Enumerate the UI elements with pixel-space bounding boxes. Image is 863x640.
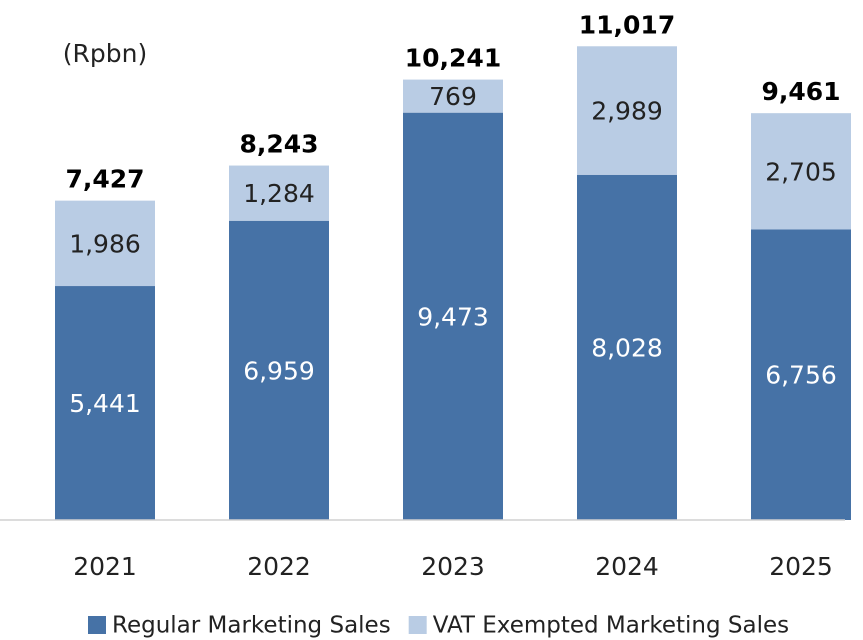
- legend-swatch: [88, 616, 106, 634]
- x-tick-label: 2025: [769, 552, 833, 581]
- legend-swatch: [408, 616, 427, 634]
- total-label: 9,461: [761, 77, 840, 106]
- legend-label: Regular Marketing Sales: [112, 613, 391, 639]
- data-label: 6,959: [243, 356, 315, 385]
- bar-segment: [403, 112, 503, 520]
- data-label: 1,284: [243, 179, 315, 208]
- data-label: 5,441: [69, 389, 141, 418]
- total-label: 7,427: [65, 165, 144, 194]
- bar-segment: [577, 46, 677, 175]
- data-label: 8,028: [591, 333, 663, 362]
- x-tick-label: 2022: [247, 552, 311, 581]
- x-tick-label: 2021: [73, 552, 137, 581]
- data-label: 2,989: [591, 97, 663, 126]
- bar-segment: [229, 165, 329, 221]
- data-label: 769: [429, 82, 477, 111]
- bar-segment: [577, 174, 677, 520]
- total-label: 8,243: [239, 130, 318, 159]
- bar-segment: [751, 229, 851, 520]
- data-label: 6,756: [765, 361, 837, 390]
- data-label: 1,986: [69, 229, 141, 258]
- unit-label: (Rpbn): [63, 39, 147, 68]
- bar-segment: [751, 113, 851, 230]
- legend-label: VAT Exempted Marketing Sales: [433, 613, 789, 639]
- data-label: 9,473: [417, 302, 489, 331]
- total-label: 10,241: [405, 44, 501, 73]
- bar-segment: [55, 286, 155, 520]
- x-tick-label: 2024: [595, 552, 659, 581]
- total-label: 11,017: [579, 10, 675, 39]
- x-tick-label: 2023: [421, 552, 485, 581]
- bar-segment: [229, 220, 329, 520]
- data-label: 2,705: [765, 157, 837, 186]
- bar-segment: [55, 200, 155, 287]
- bar-segment: [403, 79, 503, 113]
